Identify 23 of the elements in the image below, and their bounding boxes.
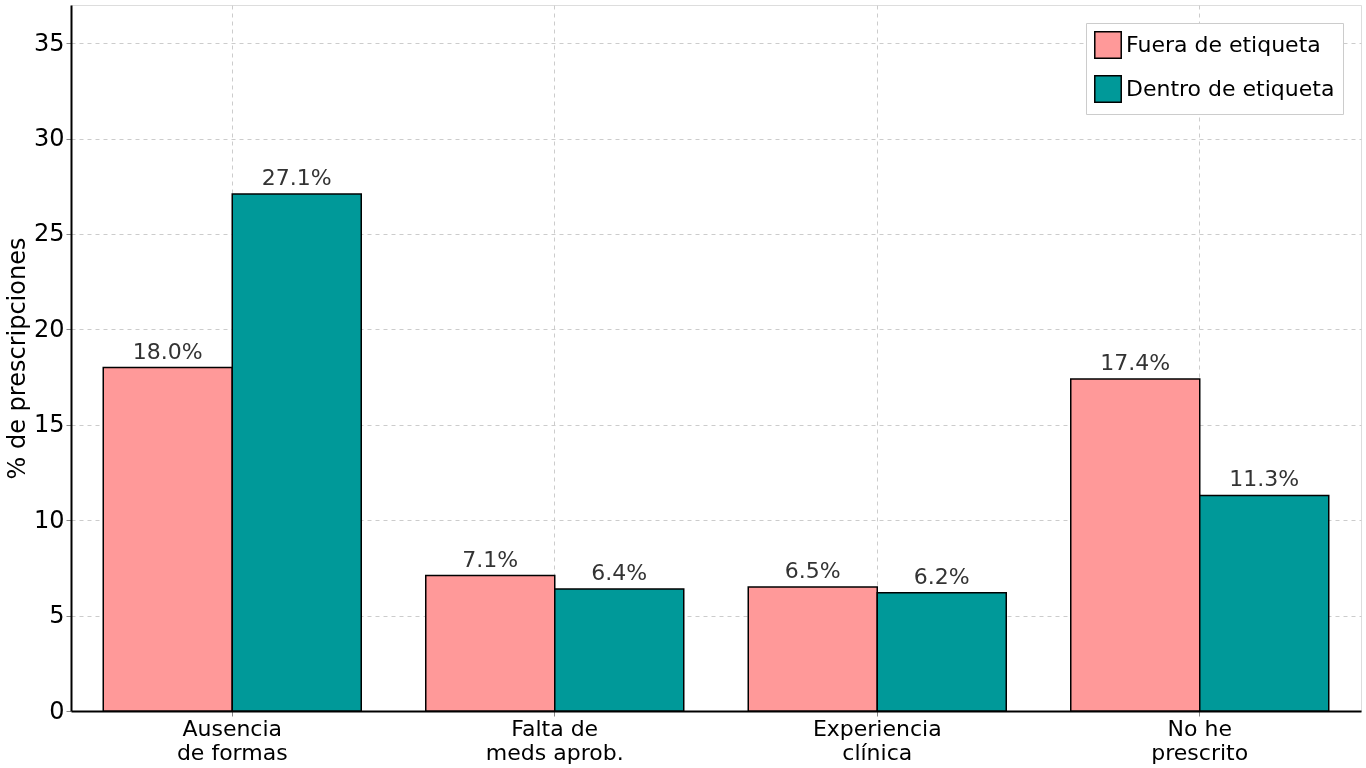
data-label: 6.5% <box>784 557 841 583</box>
y-axis-title: % de prescripciones <box>2 237 31 480</box>
y-tick-label: 5 <box>49 601 65 630</box>
x-tick-label: Ausencia de formas <box>176 715 288 765</box>
y-tick-label: 15 <box>33 410 65 439</box>
data-label: 11.3% <box>1229 466 1300 492</box>
data-label: 27.1% <box>261 164 332 190</box>
y-tick-label: 30 <box>33 124 65 153</box>
data-label: 6.4% <box>591 559 648 585</box>
data-label: 6.2% <box>913 563 970 589</box>
data-label: 7.1% <box>462 546 519 572</box>
x-tick-label: Falta de meds aprob. <box>485 715 624 765</box>
x-tick-label: No he prescrito <box>1151 715 1249 765</box>
y-tick-label: 10 <box>33 505 65 534</box>
y-tick-label: 20 <box>33 314 65 343</box>
x-tick-label: Experiencia clínica <box>812 715 942 765</box>
data-label: 17.4% <box>1100 349 1171 375</box>
legend-label: Fuera de etiqueta <box>1126 32 1321 57</box>
data-label: 18.0% <box>132 338 203 364</box>
y-tick-label: 0 <box>49 696 65 725</box>
legend-label: Dentro de etiqueta <box>1126 76 1335 101</box>
y-tick-label: 35 <box>33 28 65 57</box>
y-tick-label: 25 <box>33 219 65 248</box>
